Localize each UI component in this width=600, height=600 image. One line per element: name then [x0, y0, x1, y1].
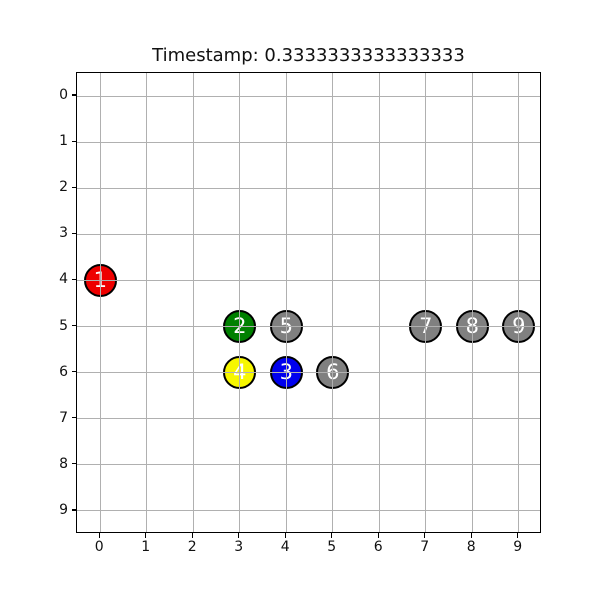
x-axis-tick [424, 533, 426, 538]
x-axis-tick [517, 533, 519, 538]
y-axis-tick [71, 371, 76, 373]
gridline-horizontal [77, 141, 540, 143]
y-axis-tick-label: 7 [59, 409, 68, 426]
gridline-horizontal [77, 464, 540, 466]
x-axis-tick-label: 0 [94, 539, 104, 555]
gridline-horizontal [77, 187, 540, 189]
y-axis-tick-label: 1 [59, 133, 68, 150]
x-axis-tick-label: 2 [187, 539, 197, 555]
y-axis-tick [71, 324, 76, 327]
x-axis-tick [470, 533, 472, 538]
y-axis-tick [71, 186, 76, 188]
y-axis-tick [71, 278, 76, 281]
x-axis-tick [377, 533, 379, 538]
x-axis-tick-label: 1 [141, 539, 151, 555]
x-axis-tick [331, 533, 333, 538]
x-axis-tick [238, 533, 240, 538]
y-axis-tick-label: 5 [59, 317, 68, 334]
y-axis-tick-label: 9 [59, 501, 68, 518]
gridline-vertical [378, 73, 380, 532]
y-axis-tick [71, 463, 76, 465]
y-axis-tick-label: 3 [59, 225, 68, 242]
x-axis-tick [191, 533, 193, 538]
gridline-vertical [425, 73, 427, 532]
x-axis-tick-label: 7 [420, 539, 430, 555]
y-axis-tick-label: 0 [59, 87, 68, 104]
x-axis-tick-label: 3 [234, 539, 244, 555]
gridline-horizontal [77, 372, 540, 374]
gridline-vertical [192, 73, 194, 532]
chart-title: Timestamp: 0.3333333333333333 [152, 45, 465, 66]
gridline-horizontal [77, 510, 540, 512]
gridline-horizontal [77, 326, 540, 328]
gridline-vertical [239, 73, 241, 532]
x-axis-tick-label: 6 [373, 539, 383, 555]
x-axis-tick [98, 533, 100, 538]
x-axis-tick-label: 4 [280, 539, 290, 555]
y-axis-tick [71, 140, 76, 142]
y-axis-tick-label: 6 [59, 363, 68, 380]
y-axis-tick-label: 8 [59, 455, 68, 472]
x-axis-tick-label: 9 [513, 539, 523, 555]
gridline-vertical [471, 73, 473, 532]
y-axis-tick [71, 509, 76, 511]
y-axis-tick-label: 4 [59, 271, 68, 288]
gridline-horizontal [77, 95, 540, 97]
x-axis-tick [284, 533, 286, 538]
gridline-vertical [332, 73, 334, 532]
x-axis-tick-label: 5 [327, 539, 337, 555]
gridline-vertical [99, 73, 101, 532]
gridline-horizontal [77, 418, 540, 420]
y-axis-tick [71, 417, 76, 419]
x-axis-tick [145, 533, 147, 538]
gridline-vertical [285, 73, 287, 532]
gridline-horizontal [77, 279, 540, 281]
y-axis-tick [71, 94, 76, 96]
x-axis-tick-label: 8 [466, 539, 476, 555]
gridline-vertical [146, 73, 148, 532]
y-axis-tick-label: 2 [59, 179, 68, 196]
y-axis-tick [71, 232, 76, 234]
gridline-horizontal [77, 233, 540, 235]
gridline-vertical [518, 73, 520, 532]
